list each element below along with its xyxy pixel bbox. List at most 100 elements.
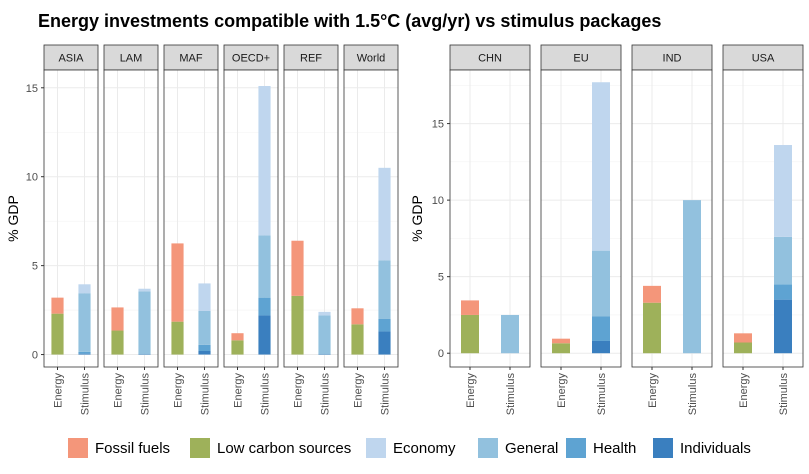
bar-segment-fossil-fuels (643, 285, 661, 303)
facet-strip (631, 44, 713, 71)
bar-segment-economy (78, 284, 91, 294)
x-tick-label: Stimulus (778, 373, 790, 416)
chart-title: Energy investments compatible with 1.5°C… (38, 11, 661, 31)
bar-segment-individuals (318, 354, 331, 355)
facet-strip (163, 44, 219, 71)
bar-segment-economy (138, 288, 151, 292)
y-tick-label: 0 (438, 348, 444, 360)
y-tick-label: 10 (26, 172, 38, 184)
bar-segment-fossil-fuels (111, 307, 124, 331)
facet-strip (343, 44, 399, 71)
x-tick-label: Stimulus (80, 373, 92, 416)
bar-segment-health (258, 297, 271, 316)
facet-strip-label: ASIA (58, 53, 84, 65)
facet-ind: IND Energy Stimulus (631, 44, 713, 416)
bar-segment-individuals (258, 315, 271, 355)
facet-border (163, 69, 219, 368)
legend-item-fossil-fuels: Fossil fuels (68, 438, 170, 458)
x-tick-label: Energy (556, 373, 568, 408)
legend-swatch (566, 438, 586, 458)
facet-border (43, 69, 99, 368)
legend-swatch (653, 438, 673, 458)
bar-segment-individuals (774, 299, 792, 354)
x-tick-label: Energy (113, 373, 125, 408)
legend-label: Economy (393, 440, 456, 457)
facet-world: World Energy Stimulus (343, 44, 399, 415)
bar-segment-individuals (592, 340, 610, 354)
legend-item-low-carbon-sources: Low carbon sources (190, 438, 351, 458)
facet-strip-label: IND (663, 53, 682, 65)
bar-segment-health (318, 353, 331, 355)
bar-segment-economy (378, 167, 391, 261)
legend-label: Individuals (680, 440, 751, 457)
facet-oecd-: OECD+ Energy Stimulus (223, 44, 279, 416)
bar-segment-general (683, 200, 701, 354)
bar-segment-general (501, 314, 519, 354)
facet-lam: LAM Energy Stimulus (103, 44, 159, 416)
x-tick-label: Energy (173, 373, 185, 408)
bar-segment-economy (198, 283, 211, 311)
bar-segment-low-carbon-sources (461, 314, 479, 354)
facet-eu: EU Energy Stimulus (540, 44, 622, 415)
x-tick-label: Stimulus (687, 373, 699, 416)
bar-segment-fossil-fuels (291, 240, 304, 296)
facet-strip-label: EU (573, 53, 588, 65)
legend-swatch (190, 438, 210, 458)
facet-strip-label: MAF (179, 53, 203, 65)
bar-segment-general (774, 236, 792, 285)
facet-strip-label: REF (300, 53, 322, 65)
facet-ref: REF Energy Stimulus (283, 44, 339, 415)
bar-segment-health (138, 353, 151, 355)
facet-strip (540, 44, 622, 71)
x-tick-label: Stimulus (260, 373, 272, 416)
y-tick-label: 10 (432, 195, 444, 207)
bar-segment-individuals (78, 353, 91, 355)
bar-segment-low-carbon-sources (734, 342, 752, 354)
bar-segment-general (592, 250, 610, 317)
bar-segment-health (774, 284, 792, 300)
legend-label: General (505, 440, 558, 457)
y-axis-title: % GDP (409, 195, 425, 242)
y-tick-label: 5 (438, 272, 444, 284)
bar-segment-low-carbon-sources (351, 324, 364, 355)
legend-item-individuals: Individuals (653, 438, 751, 458)
x-tick-label: Stimulus (140, 373, 152, 416)
facet-strip (103, 44, 159, 71)
facet-border (223, 69, 279, 368)
bar-segment-health (378, 318, 391, 332)
bar-segment-fossil-fuels (461, 300, 479, 315)
y-tick-label: 5 (32, 261, 38, 273)
facet-border (103, 69, 159, 368)
bar-segment-fossil-fuels (231, 333, 244, 341)
bar-segment-general (138, 291, 151, 354)
panel-group-left: 0 5 10 15 % GDP ASIA Energy Stimulus LAM Energy St… (5, 44, 399, 416)
bar-segment-low-carbon-sources (552, 343, 570, 354)
bar-segment-low-carbon-sources (231, 340, 244, 355)
facet-border (343, 69, 399, 368)
bar-segment-general (318, 315, 331, 354)
facet-strip-label: OECD+ (232, 53, 270, 65)
x-tick-label: Energy (293, 373, 305, 408)
bar-segment-economy (592, 82, 610, 251)
bar-segment-economy (258, 86, 271, 236)
x-tick-label: Stimulus (505, 373, 517, 416)
bar-segment-general (78, 293, 91, 352)
bar-segment-health (78, 351, 91, 354)
legend-item-general: General (478, 438, 558, 458)
facet-strip (43, 44, 99, 71)
facet-asia: ASIA Energy Stimulus (43, 44, 99, 416)
facet-maf: MAF Energy Stimulus (163, 44, 219, 415)
legend-item-health: Health (566, 438, 636, 458)
bar-segment-low-carbon-sources (643, 302, 661, 354)
bar-segment-fossil-fuels (171, 243, 184, 322)
bar-segment-individuals (198, 350, 211, 355)
x-tick-label: Energy (647, 373, 659, 408)
legend-label: Fossil fuels (95, 440, 170, 457)
bar-segment-fossil-fuels (734, 333, 752, 343)
bar-segment-fossil-fuels (351, 308, 364, 325)
facet-border (722, 69, 804, 368)
bar-segment-low-carbon-sources (171, 321, 184, 355)
legend-item-economy: Economy (366, 438, 456, 458)
y-tick-label: 0 (32, 350, 38, 362)
